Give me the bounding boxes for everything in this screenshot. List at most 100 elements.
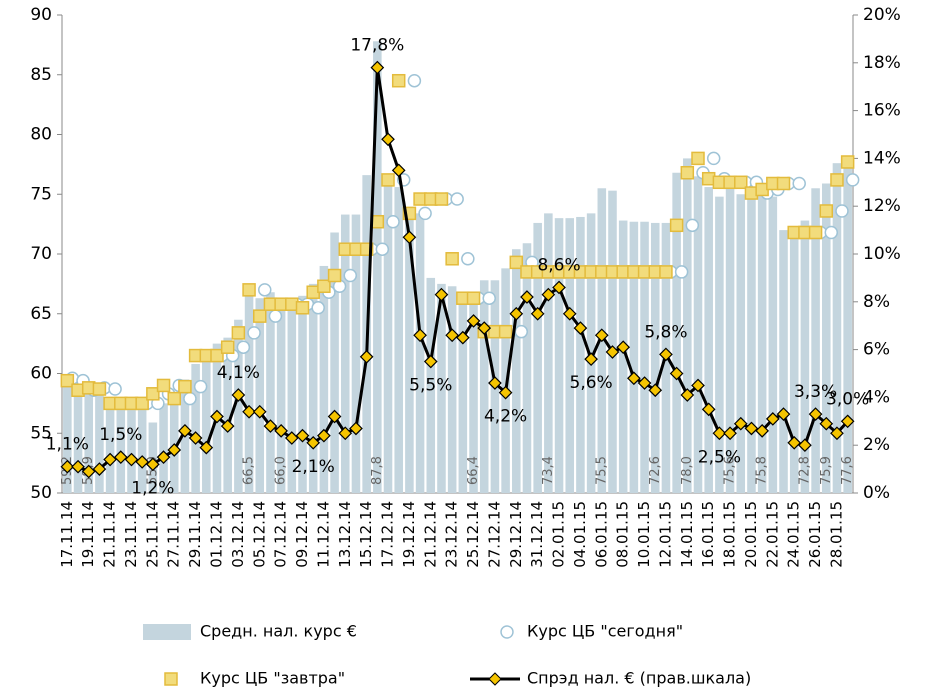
x-tick-label: 22.01.15 [763, 501, 781, 568]
line-value-label: 1,2% [131, 478, 174, 498]
point [386, 214, 400, 229]
line-marker [242, 404, 256, 419]
y-tick-label: 55 [30, 423, 52, 443]
point [835, 204, 849, 218]
line-marker [445, 328, 460, 343]
bar [672, 172, 681, 494]
bar-value-label: 73,4 [541, 456, 556, 485]
line-marker [349, 421, 363, 436]
y2-tick-label: 0% [863, 483, 890, 503]
point [498, 324, 513, 339]
bar [693, 176, 703, 493]
x-tick-label: 28.01.15 [827, 501, 845, 568]
line-marker [295, 428, 310, 443]
point [407, 73, 422, 88]
line-marker [691, 378, 705, 393]
bar [715, 196, 724, 493]
point [674, 265, 689, 279]
bar [426, 277, 436, 493]
line-marker [306, 435, 321, 450]
point [92, 382, 107, 396]
bar [415, 213, 425, 493]
bar-value-label: 66,0 [274, 456, 289, 485]
bar [469, 297, 478, 493]
x-tick-label: 09.12.14 [293, 501, 311, 568]
y-tick-label: 50 [30, 483, 52, 503]
x-tick-label: 27.12.14 [485, 501, 503, 568]
point [247, 326, 261, 340]
bar [159, 403, 168, 493]
point [146, 387, 160, 401]
point [691, 151, 705, 166]
line-value-label: 1,5% [99, 425, 142, 445]
bar [458, 292, 468, 493]
y2-tick-label: 14% [863, 148, 901, 168]
x-tick-label: 25.11.14 [143, 501, 161, 568]
line-marker [178, 424, 192, 438]
line-marker [455, 330, 470, 345]
bar [768, 196, 778, 493]
y-tick-label: 75 [30, 184, 52, 204]
line-marker [840, 414, 855, 429]
point [375, 242, 390, 256]
x-tick-label: 11.12.14 [314, 501, 332, 568]
bar-value-label: 75,9 [819, 456, 834, 485]
bar-value-label: 75,8 [755, 456, 770, 485]
point [808, 225, 823, 240]
bar-value-label: 72,8 [797, 456, 812, 485]
legend-swatch [143, 624, 191, 640]
line-marker [124, 452, 139, 467]
bar [63, 383, 72, 493]
bar-value-label: 72,6 [648, 456, 663, 485]
line-marker [808, 407, 823, 421]
line-marker [776, 407, 791, 421]
point [659, 265, 673, 279]
line-marker [755, 424, 769, 438]
bar [618, 220, 628, 494]
line-marker [733, 416, 748, 431]
bar [373, 41, 382, 493]
x-tick-label: 19.12.14 [400, 501, 418, 568]
bar [629, 221, 639, 494]
point [434, 192, 449, 206]
y2-tick-label: 8% [863, 292, 890, 312]
bar [405, 207, 414, 493]
x-tick-label: 23.12.14 [443, 501, 461, 568]
bar-value-label: 66,4 [466, 456, 481, 485]
point [482, 291, 496, 305]
bar [704, 187, 713, 493]
bar [95, 389, 104, 493]
legend-swatch [488, 672, 502, 686]
x-tick-label: 18.01.15 [721, 501, 739, 568]
line-marker [231, 388, 246, 402]
line-marker [434, 287, 449, 302]
x-tick-label: 10.01.15 [635, 501, 653, 568]
point [60, 373, 75, 388]
line-marker [60, 459, 75, 474]
line-marker [402, 230, 417, 245]
line-marker [819, 416, 834, 431]
point [343, 268, 358, 283]
bar [779, 230, 788, 493]
line-marker [680, 388, 695, 402]
line-marker [359, 349, 374, 364]
bar [501, 268, 510, 493]
line-marker [648, 383, 663, 398]
bar [287, 301, 297, 493]
bar [298, 295, 307, 493]
bar [522, 243, 532, 493]
legend-swatch [500, 625, 514, 639]
line-marker [562, 306, 577, 321]
bar [84, 386, 93, 493]
line-marker [637, 376, 652, 390]
point [167, 391, 181, 406]
bar [127, 404, 136, 493]
point [183, 391, 197, 406]
bar [640, 221, 649, 494]
legend-label: Курс ЦБ "сегодня" [527, 622, 683, 641]
y2-tick-label: 10% [863, 244, 901, 264]
line-marker [552, 280, 566, 295]
bar [319, 265, 329, 493]
